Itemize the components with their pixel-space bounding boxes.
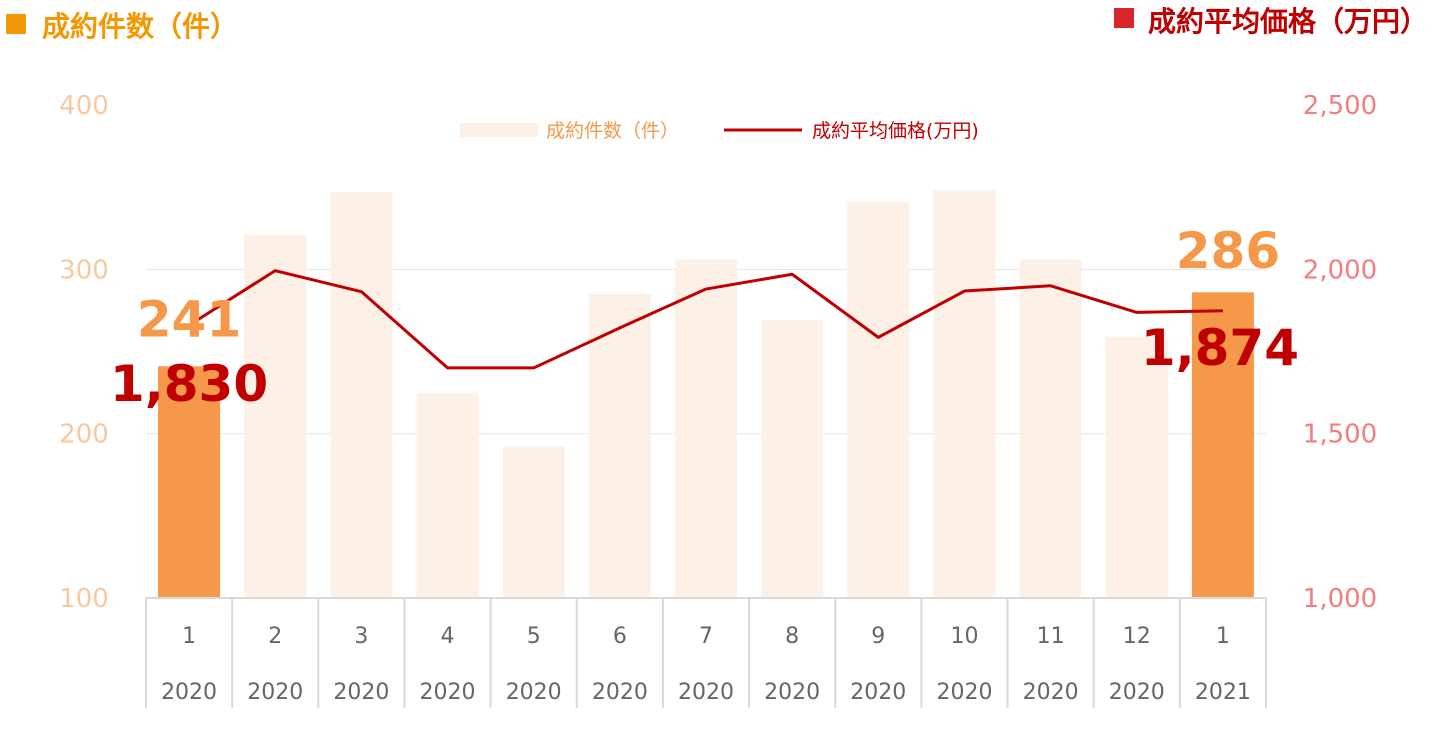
- x-month-label: 8: [785, 624, 799, 649]
- last-bar-value-label: 286: [1176, 222, 1280, 280]
- x-year-label: 2020: [506, 680, 562, 705]
- y-right-tick-label: 2,500: [1303, 91, 1377, 121]
- x-year-label: 2020: [247, 680, 303, 705]
- bar: [761, 320, 824, 598]
- x-month-label: 1: [182, 624, 196, 649]
- x-month-label: 2: [268, 624, 282, 649]
- x-month-label: 9: [871, 624, 885, 649]
- bar: [675, 259, 737, 598]
- annotations: 241 1,830 286 1,874: [110, 222, 1299, 413]
- title-left: 成約件数（件）: [42, 10, 238, 43]
- bar: [588, 293, 651, 598]
- x-year-label: 2020: [764, 680, 820, 705]
- y-right-tick-label: 1,500: [1303, 420, 1377, 450]
- title-right: 成約平均価格（万円）: [1148, 5, 1428, 38]
- first-bar-value-label: 241: [137, 290, 241, 348]
- x-month-label: 3: [354, 624, 368, 649]
- x-year-label: 2020: [592, 680, 648, 705]
- y-left-tick-label: 400: [59, 91, 109, 121]
- bar: [158, 366, 221, 598]
- last-line-value-label: 1,874: [1141, 319, 1299, 377]
- x-month-label: 10: [950, 624, 978, 649]
- bar: [416, 392, 479, 598]
- legend-line-label: 成約平均価格(万円): [812, 120, 979, 142]
- bar: [1019, 259, 1082, 598]
- x-month-label: 4: [441, 624, 455, 649]
- x-year-label: 2020: [420, 680, 476, 705]
- y-left-tick-label: 300: [59, 255, 109, 285]
- y-left-tick-label: 100: [59, 584, 109, 614]
- x-year-label: 2020: [1023, 680, 1079, 705]
- x-month-label: 11: [1037, 624, 1065, 649]
- bar: [1191, 292, 1254, 598]
- y-right-tick-label: 1,000: [1303, 584, 1377, 614]
- x-month-label: 7: [699, 624, 713, 649]
- x-year-label: 2021: [1195, 680, 1251, 705]
- x-year-label: 2020: [936, 680, 992, 705]
- x-month-label: 6: [613, 624, 627, 649]
- x-year-label: 2020: [333, 680, 389, 705]
- legend: 成約件数（件） 成約平均価格(万円): [460, 120, 979, 142]
- y-left-tick-label: 200: [59, 420, 109, 450]
- first-line-value-label: 1,830: [110, 355, 268, 413]
- bar: [1105, 336, 1168, 598]
- y-left-axis-ticks: 100 200 300 400: [59, 91, 109, 614]
- x-axis-table: 1 2020 2 2020 3 2020 4 2020 5 2020 6 2020 7 2020 8 2020…: [145, 597, 1267, 708]
- x-year-label: 2020: [161, 680, 217, 705]
- bar: [244, 234, 307, 598]
- x-month-label: 5: [527, 624, 541, 649]
- legend-bar-swatch: [460, 123, 538, 137]
- title-right-marker: [1114, 8, 1134, 28]
- bar: [933, 190, 996, 598]
- y-right-axis-ticks: 1,000 1,500 2,000 2,500: [1303, 91, 1377, 614]
- x-year-label: 2020: [850, 680, 906, 705]
- bar: [502, 446, 565, 598]
- x-year-label: 2020: [1109, 680, 1165, 705]
- x-month-label: 12: [1123, 624, 1151, 649]
- bar-series: [158, 190, 1254, 598]
- title-left-marker: [6, 14, 26, 34]
- legend-bar-label: 成約件数（件）: [546, 120, 679, 142]
- line-series: [188, 269, 1223, 370]
- y-right-tick-label: 2,000: [1303, 255, 1377, 285]
- x-year-label: 2020: [678, 680, 734, 705]
- bar: [330, 192, 393, 598]
- x-month-label: 1: [1216, 624, 1230, 649]
- bar: [847, 201, 910, 598]
